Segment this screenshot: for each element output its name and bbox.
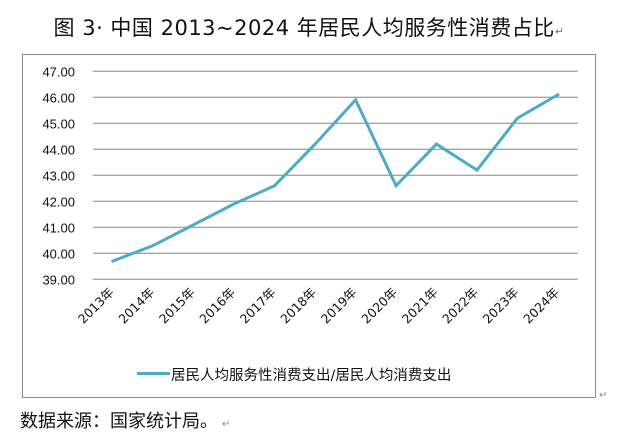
paragraph-mark-icon: ↵ [599, 390, 608, 401]
x-tick-label: 2017年 [237, 285, 279, 327]
chart-title-text: 图 3· 中国 2013~2024 年居民人均服务性消费占比 [53, 16, 555, 40]
x-tick-label: 2021年 [399, 285, 441, 327]
x-tick-label: 2013年 [75, 285, 117, 327]
chart-title: 图 3· 中国 2013~2024 年居民人均服务性消费占比↵ [0, 12, 618, 42]
x-tick-label: 2015年 [156, 285, 198, 327]
y-axis-labels: 39.00 40.00 41.00 42.00 43.00 44.00 45.00 46.00… [42, 64, 75, 287]
x-tick-label: 2022年 [439, 285, 481, 327]
source-note: 数据来源：国家统计局。 ↵ [20, 407, 230, 433]
y-tick-label: 40.00 [42, 246, 75, 261]
gridlines [93, 70, 578, 280]
x-tick-label: 2024年 [520, 285, 562, 327]
x-tick-label: 2016年 [196, 285, 238, 327]
y-tick-label: 47.00 [42, 64, 75, 79]
paragraph-mark-icon: ↵ [554, 25, 565, 38]
data-line [111, 93, 560, 263]
y-tick-label: 43.00 [42, 168, 75, 183]
paragraph-mark-icon: ↵ [222, 419, 231, 430]
source-text: 数据来源：国家统计局。 [20, 411, 218, 432]
y-tick-label: 41.00 [42, 220, 75, 235]
y-tick-label: 39.00 [42, 272, 75, 287]
x-tick-label: 2014年 [115, 285, 157, 327]
chart-frame[interactable] [22, 54, 596, 398]
y-tick-label: 45.00 [42, 116, 75, 131]
y-tick-label: 42.00 [42, 194, 75, 209]
x-tick-label: 2018年 [277, 285, 319, 327]
x-tick-label: 2023年 [480, 285, 522, 327]
legend-label: 居民人均服务性消费支出/居民人均消费支出 [171, 368, 452, 384]
y-tick-label: 44.00 [42, 142, 75, 157]
x-tick-label: 2020年 [358, 285, 400, 327]
x-axis-labels: 2013年2014年2015年2016年2017年2018年2019年2020年… [75, 285, 562, 327]
y-tick-label: 46.00 [42, 90, 75, 105]
legend-line-icon [137, 372, 170, 375]
x-tick-label: 2019年 [318, 285, 360, 327]
